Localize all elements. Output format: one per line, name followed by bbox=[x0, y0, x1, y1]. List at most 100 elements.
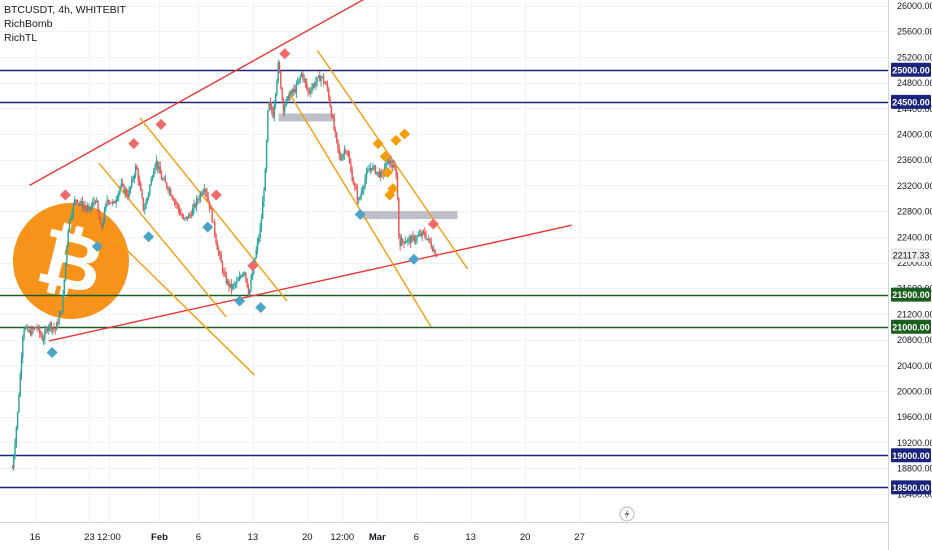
time-tick-label: Mar bbox=[369, 532, 386, 543]
lightning-icon[interactable] bbox=[619, 506, 635, 522]
lightning-icon-bolt bbox=[624, 508, 630, 520]
last-price-tag-bg bbox=[891, 247, 931, 262]
candle-body bbox=[316, 77, 318, 83]
candle-body bbox=[185, 216, 187, 218]
candle-body bbox=[97, 200, 99, 211]
level-tag-bg bbox=[891, 94, 931, 109]
indicator-richbomb[interactable]: RichBomb bbox=[4, 18, 53, 30]
candle-body bbox=[370, 168, 373, 170]
candle-body bbox=[179, 209, 181, 214]
candle-body bbox=[202, 191, 204, 195]
candle-body bbox=[315, 82, 317, 86]
candle-body bbox=[171, 195, 173, 198]
price-axis[interactable]: 18400.0018800.0019200.0019600.0020000.00… bbox=[891, 1, 932, 499]
candle-body bbox=[230, 283, 233, 290]
candle-body bbox=[140, 183, 142, 191]
candle-body bbox=[80, 201, 82, 204]
candle-body bbox=[132, 178, 134, 180]
candle-body bbox=[361, 189, 364, 193]
candle-body bbox=[149, 185, 151, 194]
candle-body bbox=[239, 276, 242, 278]
candle-body bbox=[321, 76, 324, 78]
candle-body bbox=[338, 147, 340, 155]
marker-high bbox=[210, 189, 222, 201]
candle-body bbox=[359, 197, 361, 200]
candle-body bbox=[422, 231, 425, 233]
candle-body bbox=[136, 166, 138, 170]
price-tick-label: 23200.00 bbox=[897, 181, 932, 191]
plot-area[interactable] bbox=[0, 0, 888, 522]
candle-body bbox=[216, 242, 219, 250]
candle-body bbox=[320, 76, 322, 82]
candle-body bbox=[79, 202, 81, 204]
candle-body bbox=[409, 237, 412, 243]
indicator-richtl[interactable]: RichTL bbox=[4, 32, 38, 44]
price-tick-label: 22000.00 bbox=[897, 258, 932, 268]
candle-body bbox=[108, 202, 111, 204]
candle-body bbox=[332, 116, 334, 118]
candle-body bbox=[267, 110, 269, 142]
candle-body bbox=[435, 255, 438, 258]
time-axis[interactable]: 16 23 12:00 Feb 6 13 20 12:00 Mar 6 13 20 27 bbox=[30, 532, 585, 543]
time-tick-label: 6 bbox=[414, 532, 419, 543]
candle-body bbox=[265, 141, 268, 170]
candle-body bbox=[429, 238, 431, 243]
candle-body bbox=[58, 316, 60, 325]
candle-body bbox=[42, 339, 45, 341]
candle-body bbox=[241, 276, 243, 278]
candle-body bbox=[306, 82, 308, 89]
candle-body bbox=[23, 329, 25, 338]
level-tag-label: 21500.00 bbox=[892, 290, 930, 300]
candle-body bbox=[18, 396, 20, 412]
candle-body bbox=[346, 151, 348, 153]
candle-body bbox=[73, 199, 76, 205]
candle-body bbox=[245, 272, 247, 279]
candle-body bbox=[203, 189, 206, 192]
candle-body bbox=[112, 201, 115, 203]
candle-body bbox=[278, 62, 281, 72]
candle-body bbox=[342, 154, 344, 159]
candle-body bbox=[311, 87, 313, 92]
candle-body bbox=[77, 202, 80, 204]
candle-body bbox=[184, 217, 186, 219]
candle-body bbox=[351, 170, 353, 181]
candle-body bbox=[250, 279, 252, 290]
marker-orange bbox=[372, 138, 384, 150]
candle-body bbox=[363, 186, 365, 190]
candle-body bbox=[195, 199, 198, 207]
symbol-title[interactable]: BTCUSDT, 4h, WHITEBIT bbox=[4, 4, 126, 16]
candle-body bbox=[137, 169, 139, 181]
candle-body bbox=[64, 262, 67, 280]
candle-body bbox=[425, 235, 427, 240]
candle-body bbox=[49, 322, 51, 327]
candle-body bbox=[348, 156, 351, 164]
time-tick-label: 6 bbox=[196, 532, 201, 543]
candle-body bbox=[398, 197, 400, 237]
candle-body bbox=[176, 203, 178, 205]
level-tag-label: 18500.00 bbox=[892, 483, 930, 493]
candle-body bbox=[76, 199, 78, 204]
gray-zone bbox=[278, 113, 336, 122]
candle-body bbox=[28, 330, 30, 332]
candle-body bbox=[408, 237, 410, 239]
marker-low bbox=[354, 208, 366, 220]
candle-body bbox=[224, 272, 226, 276]
time-tick-label: 27 bbox=[574, 532, 585, 543]
candle-body bbox=[61, 310, 63, 313]
candle-body bbox=[228, 280, 230, 287]
candle-body bbox=[309, 91, 312, 93]
candle-body bbox=[158, 166, 160, 169]
bitcoin-logo-disc bbox=[13, 203, 129, 319]
candle-body bbox=[125, 189, 128, 195]
candle-body bbox=[396, 176, 399, 198]
candle-body bbox=[394, 165, 396, 170]
candle-body bbox=[186, 216, 189, 219]
candle-body bbox=[264, 169, 266, 191]
marker-orange bbox=[384, 189, 396, 201]
candle-body bbox=[354, 184, 356, 186]
price-tick-label: 20400.00 bbox=[897, 361, 932, 371]
candle-body bbox=[400, 238, 403, 247]
price-tick-label: 20800.00 bbox=[897, 335, 932, 345]
candle-body bbox=[246, 278, 248, 287]
